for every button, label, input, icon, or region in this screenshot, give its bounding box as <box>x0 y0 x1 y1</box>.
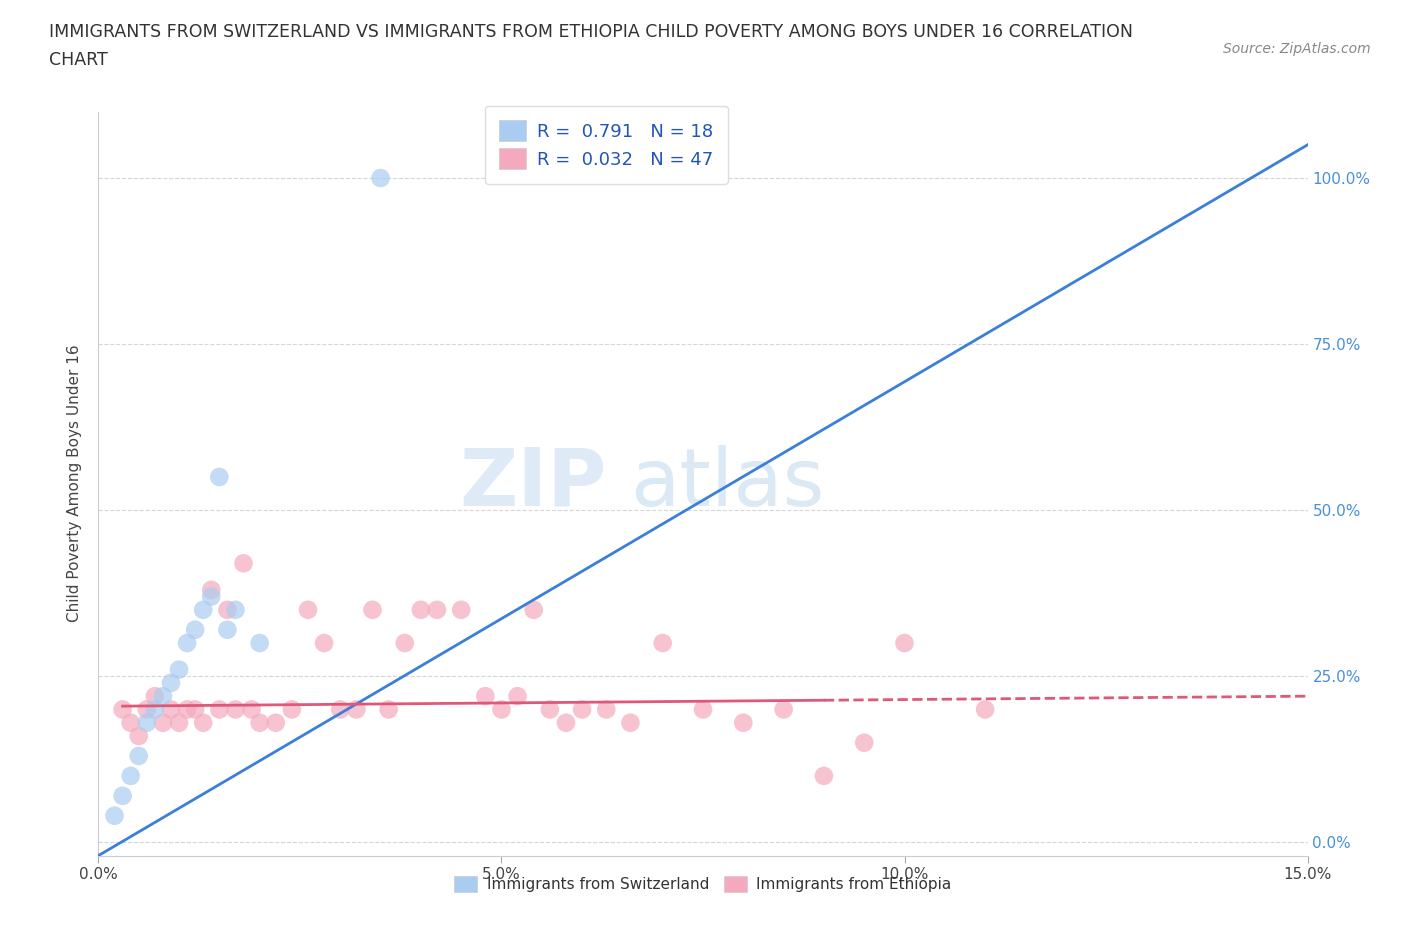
Point <box>651 635 673 650</box>
Point <box>217 622 239 637</box>
Point <box>772 702 794 717</box>
Point <box>474 689 496 704</box>
Point <box>361 603 384 618</box>
Point <box>135 702 157 717</box>
Point <box>329 702 352 717</box>
Text: atlas: atlas <box>630 445 825 523</box>
Point <box>297 603 319 618</box>
Point <box>523 603 546 618</box>
Point <box>249 635 271 650</box>
Text: CHART: CHART <box>49 51 108 69</box>
Point <box>571 702 593 717</box>
Point <box>394 635 416 650</box>
Text: Source: ZipAtlas.com: Source: ZipAtlas.com <box>1223 42 1371 56</box>
Text: ZIP: ZIP <box>458 445 606 523</box>
Point <box>555 715 578 730</box>
Point <box>450 603 472 618</box>
Point <box>152 715 174 730</box>
Point <box>143 689 166 704</box>
Point <box>176 702 198 717</box>
Point <box>167 715 190 730</box>
Point <box>143 702 166 717</box>
Point <box>853 736 876 751</box>
Point <box>128 728 150 743</box>
Point <box>184 622 207 637</box>
Point <box>692 702 714 717</box>
Point <box>813 768 835 783</box>
Point <box>160 702 183 717</box>
Point <box>111 702 134 717</box>
Point <box>200 582 222 597</box>
Point <box>217 603 239 618</box>
Legend: Immigrants from Switzerland, Immigrants from Ethiopia: Immigrants from Switzerland, Immigrants … <box>447 869 959 900</box>
Point <box>240 702 263 717</box>
Point <box>176 635 198 650</box>
Point <box>426 603 449 618</box>
Point <box>377 702 399 717</box>
Point <box>224 603 246 618</box>
Point <box>103 808 125 823</box>
Point <box>120 715 142 730</box>
Y-axis label: Child Poverty Among Boys Under 16: Child Poverty Among Boys Under 16 <box>67 345 83 622</box>
Point <box>281 702 304 717</box>
Point <box>184 702 207 717</box>
Point <box>160 675 183 690</box>
Point <box>409 603 432 618</box>
Point <box>249 715 271 730</box>
Point <box>264 715 287 730</box>
Point <box>733 715 755 730</box>
Point <box>193 715 215 730</box>
Point <box>344 702 367 717</box>
Point <box>128 749 150 764</box>
Point <box>208 470 231 485</box>
Point <box>224 702 246 717</box>
Point <box>893 635 915 650</box>
Point <box>135 715 157 730</box>
Point <box>595 702 617 717</box>
Point <box>538 702 561 717</box>
Point <box>200 589 222 604</box>
Point <box>314 635 336 650</box>
Point <box>193 603 215 618</box>
Point <box>111 789 134 804</box>
Point <box>152 689 174 704</box>
Text: IMMIGRANTS FROM SWITZERLAND VS IMMIGRANTS FROM ETHIOPIA CHILD POVERTY AMONG BOYS: IMMIGRANTS FROM SWITZERLAND VS IMMIGRANT… <box>49 23 1133 41</box>
Point <box>491 702 513 717</box>
Point <box>167 662 190 677</box>
Point <box>208 702 231 717</box>
Point <box>232 556 254 571</box>
Point <box>619 715 641 730</box>
Point <box>120 768 142 783</box>
Point <box>506 689 529 704</box>
Point <box>370 170 392 185</box>
Point <box>974 702 997 717</box>
